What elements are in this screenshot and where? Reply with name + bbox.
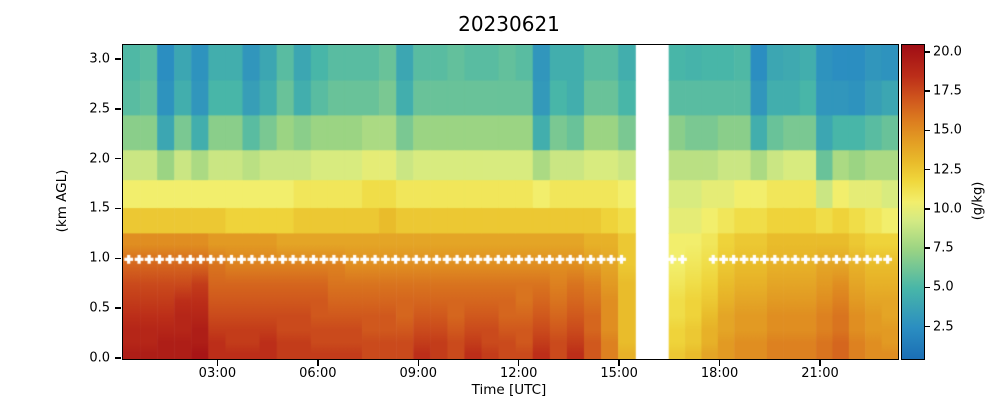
x-tick-label: 09:00 xyxy=(399,366,437,381)
colorbar-tick-mark xyxy=(925,208,930,210)
y-tick-label: 1.5 xyxy=(89,200,110,216)
y-tick-label: 3.0 xyxy=(89,51,110,67)
colorbar-tick-label: 7.5 xyxy=(933,240,954,256)
colorbar-tick-label: 12.5 xyxy=(933,162,962,178)
plot-title: 20230621 xyxy=(458,12,560,36)
x-tick-label: 18:00 xyxy=(700,366,739,381)
x-tick-mark xyxy=(417,360,420,366)
colorbar-tick-mark xyxy=(925,129,930,132)
x-tick-label: 06:00 xyxy=(299,366,337,381)
colorbar-tick-mark xyxy=(925,325,930,328)
y-tick-label: 2.0 xyxy=(89,151,110,167)
colorbar-tick-label: 2.5 xyxy=(933,319,954,335)
y-tick-mark xyxy=(115,157,121,160)
y-tick-mark xyxy=(115,257,121,260)
colorbar-label: (g/kg) xyxy=(970,181,986,221)
colorbar-tick-mark xyxy=(925,51,930,53)
y-tick-label: 0.5 xyxy=(89,300,110,316)
y-tick-label: 1.0 xyxy=(89,250,110,266)
colorbar-tick-label: 5.0 xyxy=(933,279,954,295)
y-tick-mark xyxy=(115,357,121,359)
y-tick-mark xyxy=(115,307,121,309)
colorbar-tick-mark xyxy=(925,168,930,171)
y-tick-label: 0.0 xyxy=(89,350,110,366)
x-tick-mark xyxy=(317,360,319,366)
x-axis-label: Time [UTC] xyxy=(471,382,547,398)
y-axis-label: (km AGL) xyxy=(54,169,70,233)
colorbar-tick-label: 10.0 xyxy=(933,201,962,217)
heatmap-canvas xyxy=(123,45,898,359)
x-tick-label: 03:00 xyxy=(198,366,237,381)
x-tick-label: 21:00 xyxy=(801,366,839,381)
y-tick-mark xyxy=(115,207,121,210)
colorbar-tick-mark xyxy=(925,286,930,289)
colorbar xyxy=(901,44,925,360)
colorbar-tick-mark xyxy=(925,90,930,92)
colorbar-tick-label: 17.5 xyxy=(933,83,962,99)
x-tick-mark xyxy=(618,360,620,366)
x-tick-label: 12:00 xyxy=(499,366,538,381)
x-tick-mark xyxy=(216,360,219,366)
plot-area xyxy=(122,44,899,360)
y-tick-mark xyxy=(115,108,121,110)
colorbar-tick-label: 15.0 xyxy=(933,122,962,138)
y-tick-mark xyxy=(115,58,121,60)
x-tick-mark xyxy=(517,360,520,366)
x-tick-mark xyxy=(718,360,721,366)
x-tick-mark xyxy=(819,360,821,366)
x-tick-label: 15:00 xyxy=(600,366,638,381)
y-tick-label: 2.5 xyxy=(89,101,110,117)
colorbar-tick-label: 20.0 xyxy=(933,44,962,60)
colorbar-tick-mark xyxy=(925,247,930,249)
